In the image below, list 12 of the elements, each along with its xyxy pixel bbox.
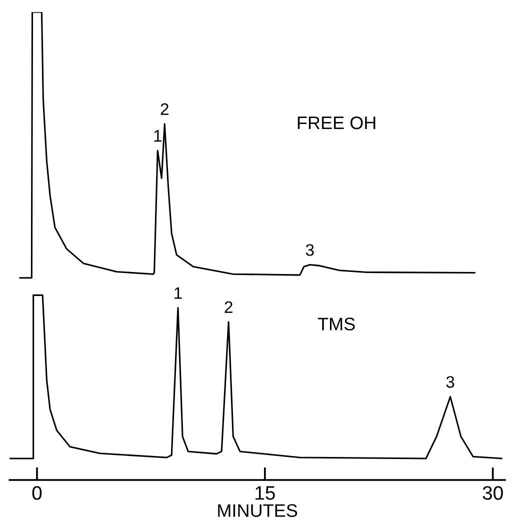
- annotation: 2: [160, 103, 168, 115]
- annotation: 1: [154, 130, 162, 142]
- annotation: 2: [224, 301, 232, 313]
- annotation: 3: [446, 376, 454, 388]
- annotation: FREE OH: [298, 116, 376, 130]
- x-tick-label: 15: [256, 486, 275, 500]
- x-tick-label: 30: [482, 486, 503, 500]
- x-tick-label: 0: [32, 486, 42, 500]
- x-axis-title: MINUTES: [218, 504, 298, 517]
- annotation: TMS: [318, 318, 355, 330]
- annotation: 3: [306, 244, 314, 256]
- annotation: 1: [174, 287, 182, 299]
